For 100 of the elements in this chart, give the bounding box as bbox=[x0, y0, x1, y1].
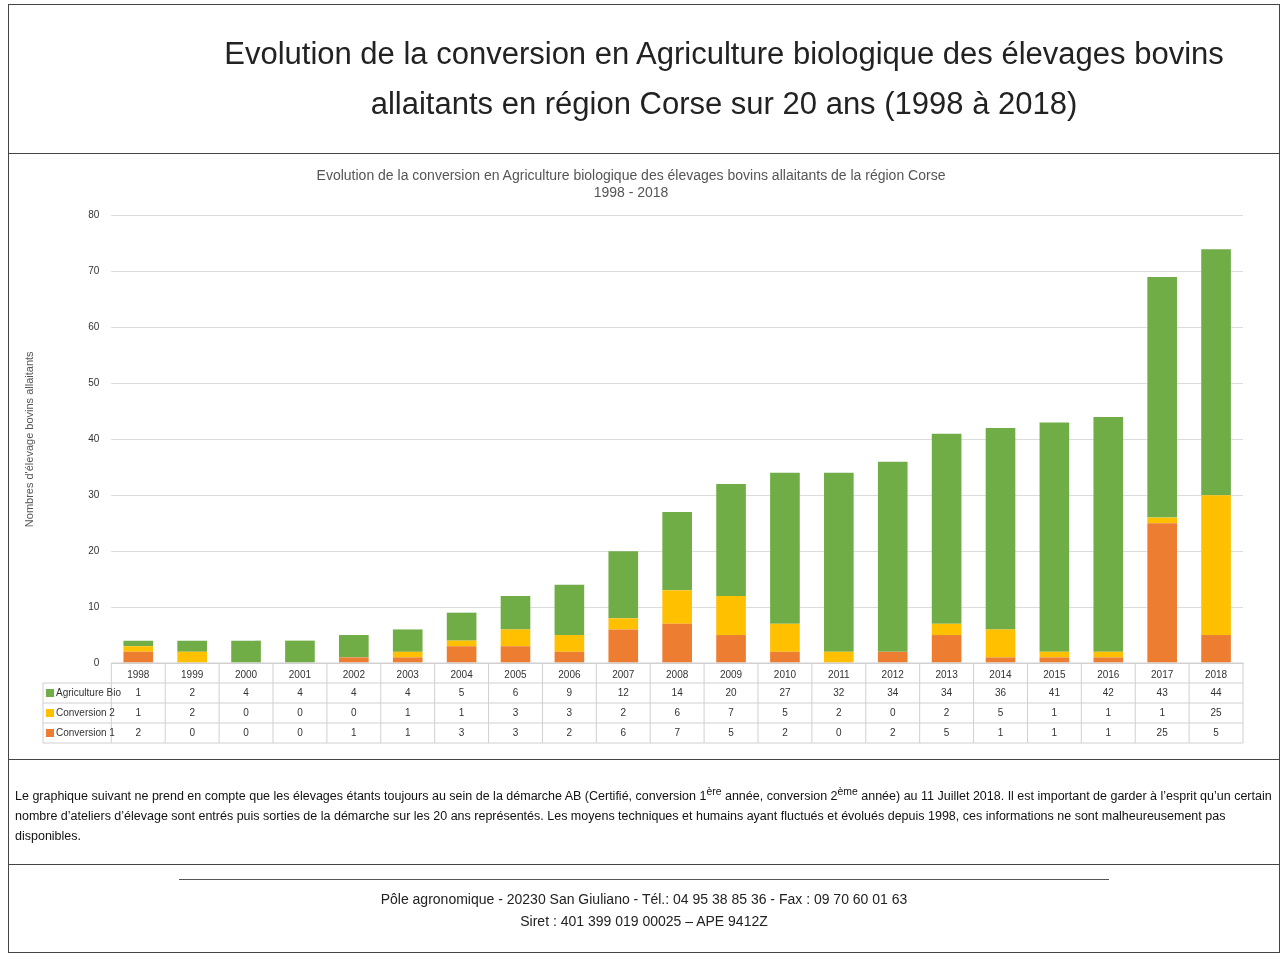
bar bbox=[446, 612, 477, 641]
data-label: 14 bbox=[671, 686, 684, 698]
bar bbox=[554, 584, 585, 636]
data-label: 5 bbox=[943, 726, 950, 738]
data-label: 27 bbox=[779, 686, 791, 698]
data-label: 20 bbox=[725, 686, 738, 698]
data-label: 1 bbox=[135, 686, 142, 698]
data-label: 4 bbox=[243, 686, 250, 698]
data-label: 2 bbox=[135, 726, 142, 738]
legend-label: Conversion 1 bbox=[56, 726, 116, 738]
x-tick-label: 2010 bbox=[773, 668, 797, 680]
bar bbox=[177, 651, 207, 663]
data-label: 0 bbox=[297, 706, 304, 718]
x-tick-label: 2002 bbox=[342, 668, 366, 680]
x-tick-label: 2000 bbox=[234, 668, 258, 680]
data-label: 34 bbox=[887, 686, 899, 698]
data-label: 2 bbox=[836, 706, 843, 718]
bar bbox=[554, 635, 585, 652]
bar bbox=[1039, 422, 1070, 652]
y-tick-label: 40 bbox=[88, 433, 100, 445]
bar bbox=[123, 646, 154, 652]
data-label: 1 bbox=[997, 726, 1004, 738]
data-label: 0 bbox=[836, 726, 843, 738]
text: Siret : 401 399 019 00025 – APE 9412Z bbox=[520, 913, 768, 930]
bar bbox=[1093, 651, 1124, 658]
x-tick-label: 2016 bbox=[1097, 668, 1120, 680]
bar bbox=[339, 657, 369, 663]
x-tick-label: 2018 bbox=[1204, 668, 1228, 680]
data-label: 6 bbox=[512, 686, 519, 698]
y-tick-label: 10 bbox=[88, 600, 100, 612]
text: Le graphique suivant ne prend en compte que les élevages étants toujours au sein de la démarche AB (Certifié, conversion 1$^{ère}$ année, conversion 2$^{ème}$ année) au 11 Juillet 2018. Il est important de garder à l’esprit qu’un certain nombre d’ateliers d’élevage sont entrés puis sorties de la démarche sur les 20 ans représentés. Les moyens techniques et humains ayant fluctués et évolués depuis 1998, ces informations ne sont malheureusement pas disponibles. bbox=[9, 759, 1279, 866]
text: Pôle agronomique - 20230 San Giuliano - Tél.: 04 95 38 85 36 - Fax : 09 70 60 01 63 bbox=[380, 891, 908, 908]
x-tick-label: 2012 bbox=[881, 668, 905, 680]
bar bbox=[985, 629, 1016, 658]
bar bbox=[770, 623, 800, 652]
bar bbox=[985, 657, 1016, 663]
x-tick-label: 2006 bbox=[558, 668, 581, 680]
data-label: 2 bbox=[782, 726, 789, 738]
bar bbox=[608, 618, 639, 630]
chart-subtitle: Evolution de la conversion en Agriculture biologique des élevages bovins allaitants de la région Corse 1998 - 2018 bbox=[316, 167, 946, 201]
bar bbox=[339, 635, 369, 658]
bar bbox=[500, 595, 531, 630]
bar bbox=[554, 651, 585, 663]
y-axis-title: Nombres d'élevage bovins allaitants bbox=[22, 350, 35, 528]
data-label: 0 bbox=[351, 706, 358, 718]
x-tick-label: 1999 bbox=[181, 668, 204, 680]
data-label: 6 bbox=[674, 706, 681, 718]
data-label: 3 bbox=[512, 706, 519, 718]
bar bbox=[931, 635, 962, 663]
data-label: 34 bbox=[941, 686, 953, 698]
bar bbox=[177, 640, 207, 652]
data-label: 0 bbox=[243, 726, 250, 738]
x-tick-label: 2011 bbox=[828, 668, 851, 680]
x-tick-label: 2014 bbox=[989, 668, 1013, 680]
x-tick-label: 2001 bbox=[288, 668, 312, 680]
data-label: 7 bbox=[728, 706, 735, 718]
data-label: 2 bbox=[889, 726, 896, 738]
data-label: 25 bbox=[1210, 706, 1223, 718]
bar bbox=[231, 640, 261, 663]
bar bbox=[1147, 277, 1177, 518]
bar bbox=[392, 657, 423, 663]
data-label: 1 bbox=[404, 726, 411, 738]
bar bbox=[931, 623, 962, 636]
data-label: 2 bbox=[189, 706, 196, 718]
bar bbox=[1147, 517, 1177, 524]
bar bbox=[716, 635, 746, 663]
data-label: 1 bbox=[1105, 706, 1112, 718]
bar bbox=[877, 651, 908, 663]
bar bbox=[608, 629, 639, 663]
data-label: 0 bbox=[243, 706, 250, 718]
x-tick-label: 2007 bbox=[612, 668, 635, 680]
x-tick-label: 2005 bbox=[504, 668, 528, 680]
data-label: 5 bbox=[997, 706, 1004, 718]
bar bbox=[716, 484, 746, 596]
data-label: 1 bbox=[1051, 726, 1058, 738]
data-label: 2 bbox=[566, 726, 573, 738]
bar bbox=[716, 595, 746, 636]
bar bbox=[1147, 523, 1177, 663]
data-label: 1 bbox=[458, 706, 465, 718]
x-tick-label: 2004 bbox=[450, 668, 474, 680]
data-label: 5 bbox=[728, 726, 735, 738]
data-label: 41 bbox=[1048, 686, 1061, 698]
bar bbox=[770, 651, 800, 663]
x-tick-label: 2003 bbox=[396, 668, 420, 680]
data-label: 1 bbox=[1159, 706, 1166, 718]
x-tick-label: 2013 bbox=[935, 668, 959, 680]
bar bbox=[123, 640, 154, 647]
data-label: 44 bbox=[1210, 686, 1223, 698]
data-label: 1 bbox=[404, 706, 411, 718]
bar bbox=[985, 428, 1016, 630]
bar bbox=[500, 629, 531, 647]
data-label: 2 bbox=[620, 706, 627, 718]
x-tick-label: 2017 bbox=[1151, 668, 1174, 680]
data-label: 1 bbox=[135, 706, 142, 718]
bar bbox=[608, 551, 639, 619]
legend-label: Conversion 2 bbox=[56, 706, 116, 718]
bar bbox=[1201, 635, 1231, 663]
data-label: 3 bbox=[512, 726, 519, 738]
data-label: 3 bbox=[566, 706, 573, 718]
data-label: 4 bbox=[297, 686, 304, 698]
